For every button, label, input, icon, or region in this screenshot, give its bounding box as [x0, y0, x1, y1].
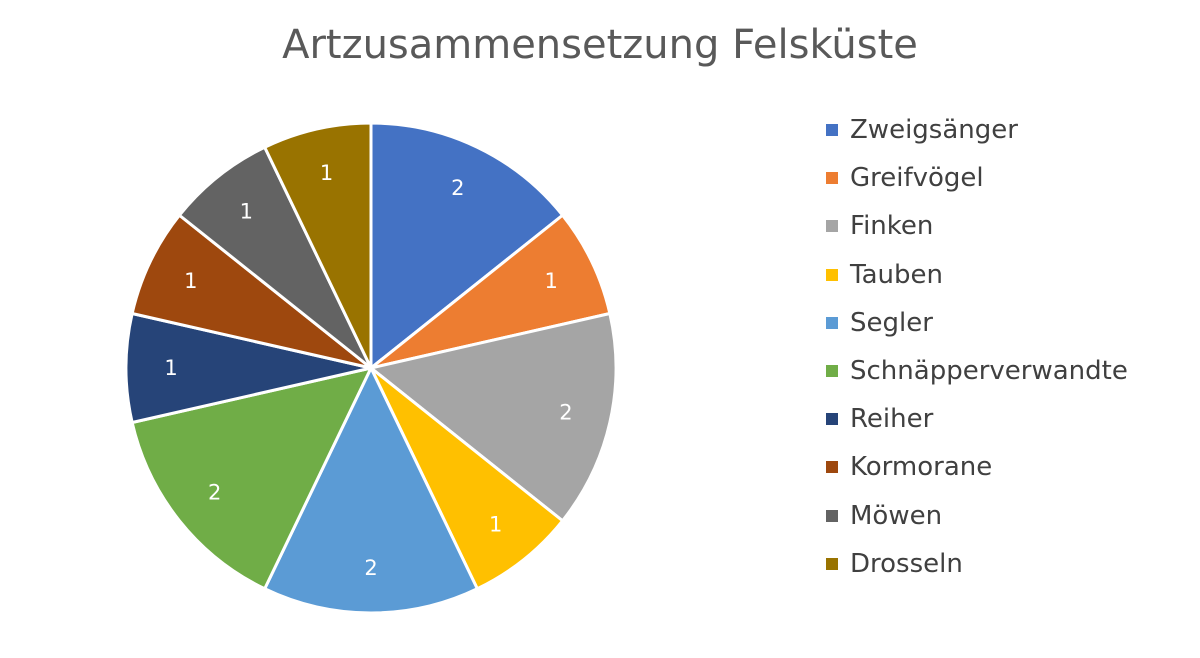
- legend-item: Greifvögel: [826, 154, 1128, 202]
- data-label-4: 1: [489, 512, 502, 536]
- legend-swatch: [826, 365, 838, 378]
- legend-label: Kormorane: [850, 452, 993, 483]
- legend-swatch: [826, 268, 838, 281]
- legend-swatch: [826, 124, 838, 137]
- legend-item: Zweigsänger: [826, 106, 1128, 154]
- pie-slice-9: [177, 145, 373, 370]
- data-label-2: 1: [545, 269, 558, 293]
- legend: Zweigsänger Greifvögel Finken Tauben Segler S…: [826, 106, 1128, 588]
- pie-slice-10: [263, 121, 373, 370]
- pie-slice-7: [124, 311, 373, 425]
- legend-label: Finken: [850, 211, 934, 242]
- pie-slice-2: [369, 213, 612, 370]
- pie-data-labels: 2 1 2 1 2 2 1 1 1 1: [164, 161, 572, 580]
- legend-item: Drosseln: [826, 540, 1128, 588]
- legend-swatch: [826, 172, 838, 185]
- legend-swatch: [826, 220, 838, 233]
- pie-slice-4: [369, 366, 565, 591]
- legend-label: Schnäpperverwandte: [850, 356, 1128, 387]
- data-label-3: 2: [559, 401, 572, 425]
- data-label-7: 1: [164, 356, 177, 380]
- legend-label: Möwen: [850, 500, 943, 531]
- pie-slice-6: [130, 366, 373, 591]
- data-label-1: 2: [451, 176, 464, 200]
- chart-title: Artzusammensetzung Felsküste: [282, 22, 918, 68]
- legend-item: Kormorane: [826, 443, 1128, 491]
- legend-label: Tauben: [850, 259, 943, 290]
- legend-item: Tauben: [826, 251, 1128, 299]
- data-label-6: 2: [208, 481, 221, 505]
- legend-swatch: [826, 509, 838, 522]
- pie-slice-8: [130, 213, 373, 370]
- legend-item: Segler: [826, 299, 1128, 347]
- legend-item: Reiher: [826, 395, 1128, 443]
- legend-item: Schnäpperverwandte: [826, 347, 1128, 395]
- data-label-9: 1: [240, 200, 253, 224]
- legend-label: Greifvögel: [850, 163, 984, 194]
- legend-label: Segler: [850, 307, 933, 338]
- pie-slice-1: [369, 121, 565, 370]
- legend-label: Zweigsänger: [850, 115, 1018, 146]
- legend-swatch: [826, 557, 838, 570]
- pie-slices: [124, 121, 618, 615]
- data-label-10: 1: [320, 161, 333, 185]
- legend-swatch: [826, 316, 838, 329]
- legend-label: Drosseln: [850, 548, 963, 579]
- pie-slice-5: [263, 366, 479, 615]
- legend-label: Reiher: [850, 404, 934, 435]
- legend-item: Finken: [826, 202, 1128, 250]
- legend-swatch: [826, 461, 838, 474]
- pie-slice-3: [369, 311, 618, 523]
- data-label-5: 2: [364, 556, 377, 580]
- legend-item: Möwen: [826, 492, 1128, 540]
- legend-swatch: [826, 413, 838, 426]
- data-label-8: 1: [184, 269, 197, 293]
